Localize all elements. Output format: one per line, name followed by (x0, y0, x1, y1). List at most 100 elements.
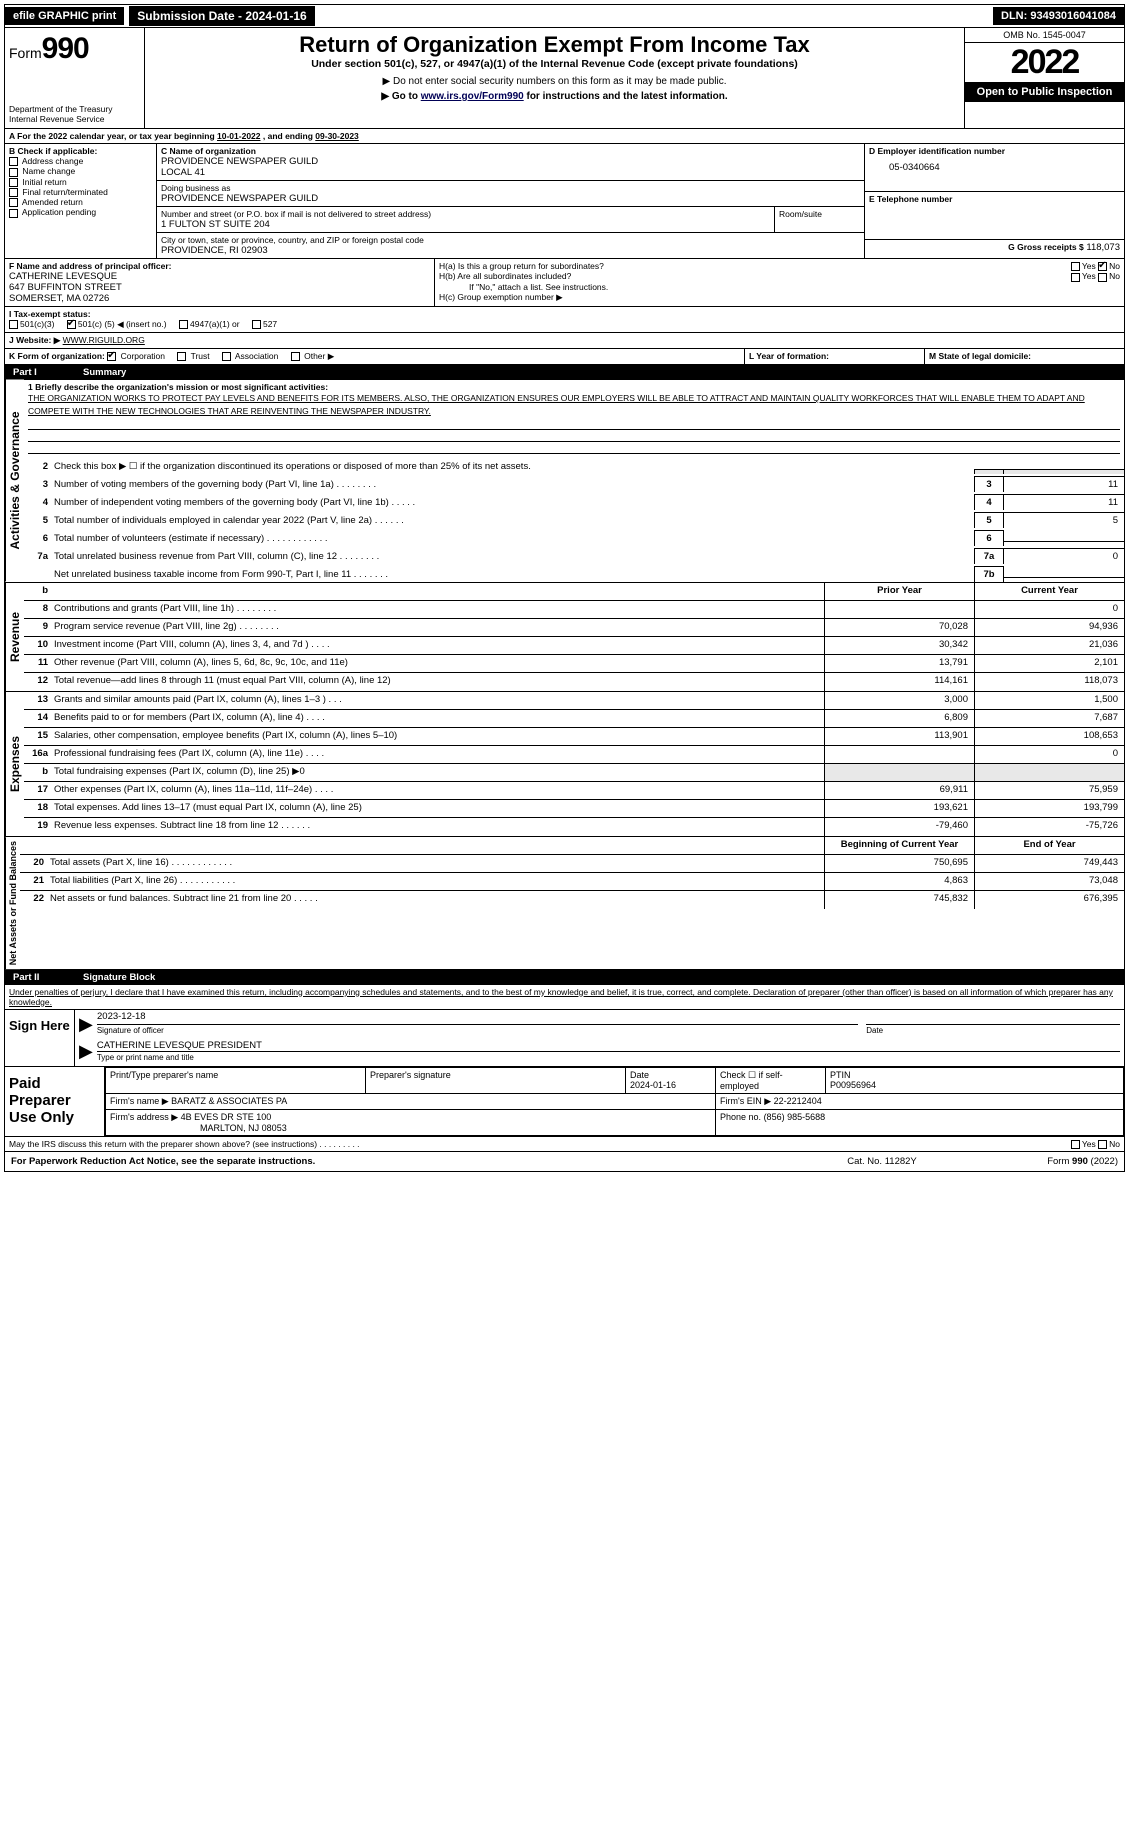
h-sig: Preparer's signature (370, 1070, 451, 1080)
ptin: P00956964 (830, 1080, 876, 1090)
b-opt-2-checkbox[interactable] (9, 178, 18, 187)
gov-line-5: 5Total number of individuals employed in… (24, 510, 1124, 528)
b-opt-0-checkbox[interactable] (9, 157, 18, 166)
perjury-text: Under penalties of perjury, I declare th… (5, 985, 1124, 1009)
h-ptin: PTIN (830, 1070, 851, 1080)
data-row: 11Other revenue (Part VIII, column (A), … (24, 655, 1124, 673)
section-deg: D Employer identification number 05-0340… (864, 144, 1124, 258)
omb-number: OMB No. 1545-0047 (965, 28, 1124, 43)
dln: DLN: 93493016041084 (993, 7, 1124, 25)
part-i-title: Summary (83, 367, 126, 378)
officer-name: CATHERINE LEVESQUE (9, 271, 430, 282)
sign-here-label: Sign Here (5, 1010, 75, 1066)
sig-officer-field[interactable]: Signature of officer (97, 1024, 858, 1035)
data-row: 19Revenue less expenses. Subtract line 1… (24, 818, 1124, 836)
may-discuss: May the IRS discuss this return with the… (9, 1139, 1071, 1149)
room-label: Room/suite (779, 209, 860, 219)
hb-no: No (1109, 271, 1120, 281)
section-h: H(a) Is this a group return for subordin… (435, 259, 1124, 306)
k-opt-1-checkbox[interactable] (177, 352, 186, 361)
part-ii-title: Signature Block (83, 972, 155, 983)
net-col-headers: Beginning of Current Year End of Year (20, 837, 1124, 855)
form-number: Form990 (9, 32, 140, 66)
hb-yes-checkbox[interactable] (1071, 273, 1080, 282)
mission-text: THE ORGANIZATION WORKS TO PROTECT PAY LE… (28, 392, 1120, 418)
org-name-1: PROVIDENCE NEWSPAPER GUILD (161, 156, 860, 167)
line-a: A For the 2022 calendar year, or tax yea… (5, 129, 1124, 144)
goto-pre: ▶ Go to (381, 91, 420, 102)
tab-governance: Activities & Governance (5, 380, 24, 582)
dept-treasury: Department of the Treasury (9, 104, 140, 114)
data-row: 8Contributions and grants (Part VIII, li… (24, 601, 1124, 619)
footer-right: Form 990 (2022) (1047, 1156, 1118, 1167)
b-opt-4-checkbox[interactable] (9, 198, 18, 207)
k-label: K Form of organization: (9, 351, 105, 361)
city: PROVIDENCE, RI 02903 (161, 245, 860, 256)
subtitle-2: ▶ Do not enter social security numbers o… (151, 76, 958, 87)
discuss-yes: Yes (1082, 1139, 1096, 1149)
a-begin: 10-01-2022 (217, 131, 260, 141)
firm-addr2: MARLTON, NJ 08053 (200, 1123, 287, 1133)
gov-line-3: 3Number of voting members of the governi… (24, 474, 1124, 492)
data-row: 16aProfessional fundraising fees (Part I… (24, 746, 1124, 764)
a-end: 09-30-2023 (315, 131, 358, 141)
website[interactable]: WWW.RIGUILD.ORG (63, 335, 145, 345)
irs: Internal Revenue Service (9, 114, 140, 124)
gross-receipts: 118,073 (1086, 242, 1120, 253)
section-j: J Website: ▶ WWW.RIGUILD.ORG (5, 333, 1124, 349)
officer-printed-name: CATHERINE LEVESQUE PRESIDENT (97, 1040, 1120, 1051)
footer-left: For Paperwork Reduction Act Notice, see … (11, 1156, 847, 1167)
part-i-num: Part I (13, 367, 83, 378)
b-opt-1-checkbox[interactable] (9, 168, 18, 177)
goto-post: for instructions and the latest informat… (524, 91, 728, 102)
ha-no-checkbox[interactable] (1098, 262, 1107, 271)
data-row: 15Salaries, other compensation, employee… (24, 728, 1124, 746)
b-opt-5-checkbox[interactable] (9, 209, 18, 218)
i-527: 527 (263, 319, 277, 329)
k-opt-2-checkbox[interactable] (222, 352, 231, 361)
i-501c3-checkbox[interactable] (9, 320, 18, 329)
data-row: bTotal fundraising expenses (Part IX, co… (24, 764, 1124, 782)
paid-preparer-table: Print/Type preparer's name Preparer's si… (105, 1067, 1124, 1136)
section-l: L Year of formation: (744, 349, 924, 364)
part-i-header: Part I Summary (5, 365, 1124, 380)
i-527-checkbox[interactable] (252, 320, 261, 329)
may-discuss-row: May the IRS discuss this return with the… (5, 1137, 1124, 1152)
i-4947-checkbox[interactable] (179, 320, 188, 329)
phone: (856) 985-5688 (764, 1112, 826, 1122)
irs-link[interactable]: www.irs.gov/Form990 (421, 91, 524, 102)
firm-addr1: 4B EVES DR STE 100 (181, 1112, 272, 1122)
k-opt-1: Trust (177, 351, 212, 361)
form-990: 990 (42, 32, 89, 65)
mission-blank-1 (28, 418, 1120, 430)
firm-name-l: Firm's name ▶ (110, 1096, 169, 1106)
gov-line-7a: 7aTotal unrelated business revenue from … (24, 546, 1124, 564)
hb-no-checkbox[interactable] (1098, 273, 1107, 282)
b-opt-3-checkbox[interactable] (9, 188, 18, 197)
discuss-no-checkbox[interactable] (1098, 1140, 1107, 1149)
hb-label: H(b) Are all subordinates included? (439, 271, 1000, 281)
b-opt-4: Amended return (9, 197, 152, 207)
k-opt-0-checkbox[interactable] (107, 352, 116, 361)
tab-expenses: Expenses (5, 692, 24, 836)
k-opt-3-checkbox[interactable] (291, 352, 300, 361)
gov-line-7b: Net unrelated business taxable income fr… (24, 564, 1124, 582)
ha-yes-checkbox[interactable] (1071, 262, 1080, 271)
discuss-yes-checkbox[interactable] (1071, 1140, 1080, 1149)
phone-l: Phone no. (720, 1112, 761, 1122)
sign-date: 2023-12-18 (75, 1011, 1124, 1022)
e-label: E Telephone number (869, 194, 1120, 204)
f-label: F Name and address of principal officer: (9, 261, 430, 271)
street: 1 FULTON ST SUITE 204 (161, 219, 770, 230)
ha-no: No (1109, 261, 1120, 271)
mission-blank-3 (28, 442, 1120, 454)
beg-year-header: Beginning of Current Year (824, 837, 974, 854)
section-i: I Tax-exempt status: 501(c)(3) 501(c) (5… (5, 307, 1124, 333)
a-mid: , and ending (263, 131, 315, 141)
mission-blank-2 (28, 430, 1120, 442)
ein: 05-0340664 (889, 162, 1120, 173)
i-501c-checkbox[interactable] (67, 320, 76, 329)
mission-label: 1 Briefly describe the organization's mi… (28, 382, 1120, 392)
firm-ein-l: Firm's EIN ▶ (720, 1096, 771, 1106)
street-label: Number and street (or P.O. box if mail i… (161, 209, 770, 219)
